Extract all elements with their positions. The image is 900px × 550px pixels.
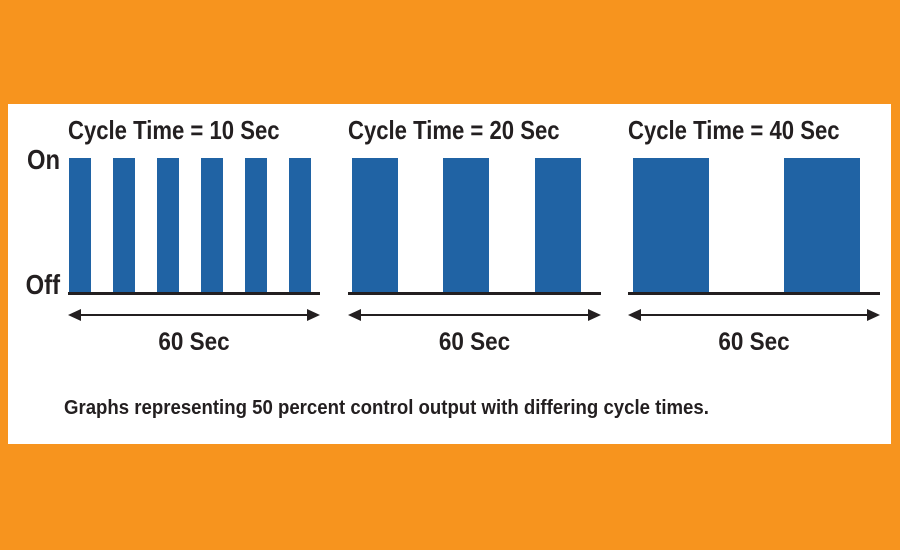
- span-label: 60 Sec: [438, 328, 511, 356]
- pulse-bar: [245, 158, 267, 292]
- pulse-bar: [201, 158, 223, 292]
- pulse-bar: [443, 158, 489, 292]
- span-arrow: [348, 308, 601, 322]
- arrow-shaft: [637, 314, 871, 316]
- arrowhead-left-icon: [68, 309, 81, 321]
- pulse-bar: [113, 158, 135, 292]
- pulse-bar: [784, 158, 860, 292]
- time-axis-baseline: [348, 292, 601, 295]
- span-arrow: [68, 308, 320, 322]
- cycle-chart-10sec: Cycle Time = 10 Sec 60 Sec: [68, 104, 320, 374]
- cycle-chart-20sec: Cycle Time = 20 Sec 60 Sec: [348, 104, 601, 374]
- arrowhead-left-icon: [628, 309, 641, 321]
- arrowhead-right-icon: [867, 309, 880, 321]
- time-axis-baseline: [68, 292, 320, 295]
- figure-caption: Graphs representing 50 percent control o…: [64, 397, 709, 419]
- on-axis-label: On: [26, 144, 60, 175]
- arrow-shaft: [357, 314, 592, 316]
- pulse-bars: [348, 158, 601, 292]
- pulse-bar: [633, 158, 709, 292]
- arrow-shaft: [77, 314, 311, 316]
- figure-panel: On Off Cycle Time = 10 Sec 60 Sec Cycle …: [8, 104, 891, 444]
- pulse-bar: [289, 158, 311, 292]
- arrowhead-right-icon: [588, 309, 601, 321]
- span-label: 60 Sec: [158, 328, 230, 356]
- pulse-bar: [157, 158, 179, 292]
- span-arrow: [628, 308, 880, 322]
- pulse-bars: [68, 158, 320, 292]
- span-label: 60 Sec: [718, 328, 790, 356]
- pulse-bar: [535, 158, 581, 292]
- arrowhead-right-icon: [307, 309, 320, 321]
- arrowhead-left-icon: [348, 309, 361, 321]
- off-axis-label: Off: [25, 269, 60, 300]
- pulse-bar: [352, 158, 398, 292]
- cycle-chart-40sec: Cycle Time = 40 Sec 60 Sec: [628, 104, 880, 374]
- pulse-bar: [69, 158, 91, 292]
- time-axis-baseline: [628, 292, 880, 295]
- pulse-bars: [628, 158, 880, 292]
- chart-title: Cycle Time = 20 Sec: [348, 115, 560, 145]
- chart-title: Cycle Time = 10 Sec: [68, 115, 280, 145]
- chart-title: Cycle Time = 40 Sec: [628, 115, 840, 145]
